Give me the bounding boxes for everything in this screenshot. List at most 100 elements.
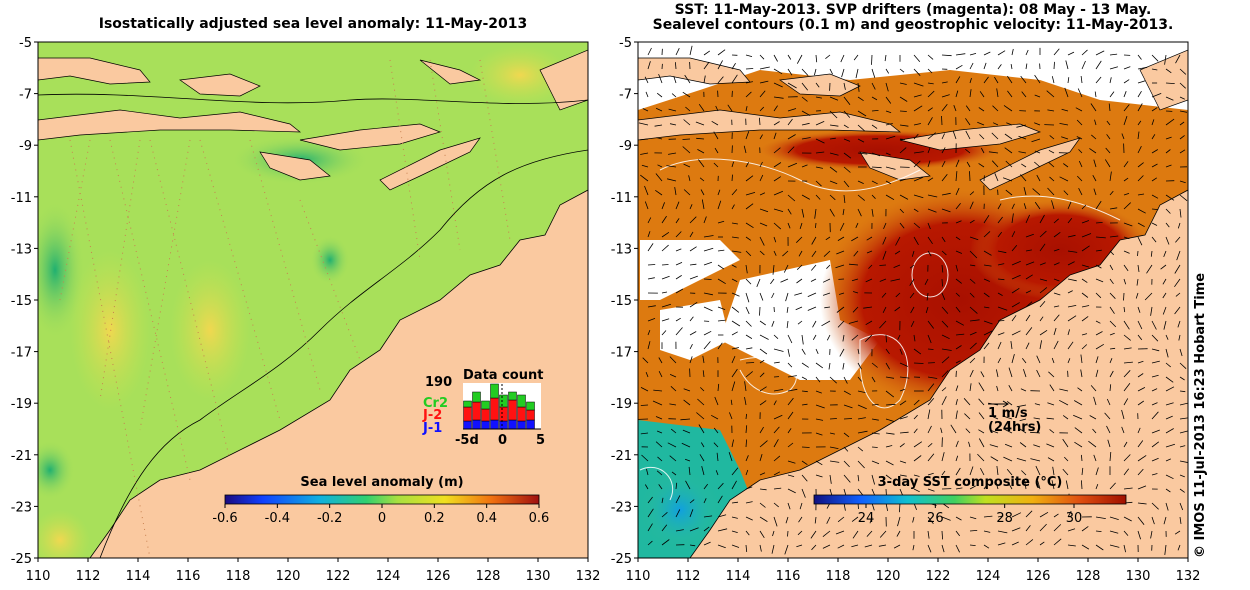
velocity-arrow (1137, 264, 1140, 272)
velocity-arrow (1179, 474, 1185, 478)
velocity-arrow (1011, 260, 1021, 266)
velocity-key-label: 1 m/s (988, 406, 1028, 421)
velocity-arrow (759, 359, 765, 364)
velocity-arrow (697, 398, 705, 406)
velocity-arrow (1034, 150, 1041, 154)
velocity-arrow (731, 439, 734, 448)
velocity-arrow (799, 502, 803, 510)
velocity-arrow (1034, 74, 1041, 84)
cloud-mask (638, 42, 1188, 110)
velocity-arrow (1123, 115, 1128, 126)
velocity-arrow (1078, 149, 1083, 154)
velocity-arrow (1025, 301, 1033, 308)
sla-lon-tick-label: 128 (476, 569, 501, 584)
velocity-arrow (941, 115, 943, 126)
velocity-arrow (871, 376, 876, 383)
velocity-arrow (1179, 208, 1182, 218)
velocity-arrow (829, 418, 837, 420)
velocity-arrow (796, 264, 803, 270)
velocity-arrow (759, 440, 768, 448)
velocity-arrow (815, 121, 825, 126)
velocity-arrow (885, 166, 896, 170)
sla-lat-tick-label: -13 (11, 242, 32, 257)
velocity-arrow (829, 432, 835, 435)
velocity-arrow (941, 133, 945, 140)
velocity-arrow (983, 484, 988, 490)
velocity-arrow (815, 54, 818, 63)
sst-lat-tick-label: -5 (619, 36, 632, 51)
velocity-arrow (682, 138, 691, 140)
velocity-arrow (773, 439, 779, 448)
velocity-arrow (1047, 187, 1055, 196)
velocity-arrow (1151, 68, 1158, 71)
velocity-arrow (871, 404, 879, 406)
velocity-arrow (969, 357, 976, 364)
velocity-arrow (689, 45, 693, 56)
velocity-arrow (910, 320, 915, 327)
velocity-arrow (703, 306, 713, 312)
velocity-arrow (851, 334, 859, 341)
velocity-arrow (745, 469, 749, 476)
velocity-arrow (991, 132, 999, 140)
velocity-arrow (913, 123, 921, 126)
velocity-arrow (1046, 90, 1055, 98)
velocity-arrow (822, 544, 831, 549)
velocity-arrow (661, 231, 670, 238)
velocity-arrow (703, 61, 710, 70)
legend-j2: J-2 (422, 408, 442, 423)
velocity-arrow (927, 82, 934, 85)
velocity-arrow (1011, 231, 1016, 238)
velocity-arrow (955, 292, 960, 297)
velocity-arrow (773, 400, 777, 406)
velocity-arrow (661, 291, 668, 294)
velocity-arrow (1021, 470, 1027, 476)
velocity-arrow (703, 330, 712, 336)
velocity-arrow (941, 278, 943, 287)
velocity-arrow (964, 413, 971, 420)
sla-lon-tick-label: 126 (426, 569, 451, 584)
velocity-arrow (770, 278, 775, 285)
velocity-arrow (843, 152, 852, 159)
velocity-arrow (913, 194, 924, 199)
sla-lon-tick-label: 118 (226, 569, 251, 584)
velocity-arrow (1123, 370, 1131, 378)
velocity-arrow (787, 68, 793, 76)
velocity-arrow (1123, 292, 1125, 301)
velocity-arrow (745, 371, 753, 378)
velocity-arrow (759, 502, 766, 508)
velocity-arrow (941, 544, 945, 553)
velocity-arrow (1053, 538, 1062, 546)
velocity-arrow (689, 509, 694, 518)
velocity-arrow (702, 355, 705, 364)
velocity-arrow (941, 356, 950, 364)
sla-low-anomaly (310, 235, 350, 285)
velocity-arrow (1091, 134, 1097, 140)
velocity-arrow (1062, 468, 1069, 476)
velocity-arrow (1035, 465, 1041, 476)
velocity-arrow (796, 278, 803, 284)
velocity-arrow (1025, 214, 1030, 224)
island (38, 57, 151, 85)
velocity-arrow (1123, 222, 1133, 227)
velocity-arrow (647, 329, 651, 336)
velocity-arrow (713, 427, 719, 434)
velocity-arrow (655, 416, 663, 420)
data-count-bar-segment (472, 391, 481, 403)
velocity-arrow (640, 152, 649, 155)
velocity-arrow (885, 474, 892, 480)
velocity-arrow (837, 516, 845, 523)
velocity-arrow (717, 60, 723, 70)
velocity-arrow (991, 160, 999, 168)
timor-island (979, 137, 1081, 191)
velocity-arrow (1006, 122, 1013, 126)
velocity-arrow (996, 465, 999, 476)
velocity-arrow (843, 418, 853, 420)
velocity-arrow (969, 342, 977, 350)
velocity-arrow (1078, 188, 1083, 196)
velocity-arrow (829, 474, 832, 484)
velocity-arrow (1047, 457, 1055, 462)
velocity-arrow (1053, 262, 1060, 266)
velocity-arrow (983, 342, 990, 350)
velocity-arrow (848, 320, 859, 324)
velocity-arrow (1095, 278, 1104, 283)
